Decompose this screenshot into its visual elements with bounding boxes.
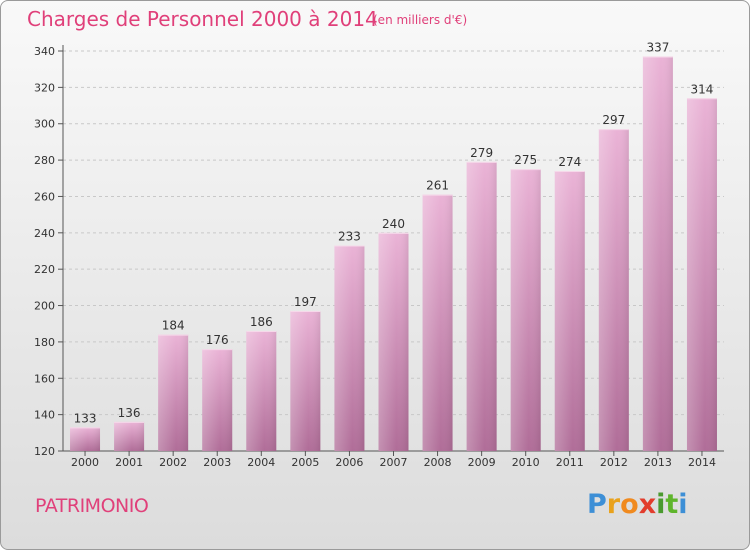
- data-label: 136: [118, 406, 141, 420]
- bar-shade: [598, 129, 629, 451]
- chart-subtitle: (en milliers d'€): [373, 13, 468, 27]
- proxiti-logo: Proxiti: [587, 489, 688, 520]
- y-tick-label: 120: [34, 445, 55, 458]
- data-label: 261: [426, 179, 449, 193]
- x-tick-label: 2001: [115, 456, 143, 469]
- y-tick-label: 260: [34, 190, 55, 203]
- data-label: 240: [382, 217, 405, 231]
- bar-shade: [334, 245, 365, 451]
- y-tick-label: 280: [34, 154, 55, 167]
- bar-shade: [290, 311, 321, 451]
- bar-shade: [378, 232, 409, 451]
- logo-letter: P: [587, 489, 607, 520]
- data-label-layer: 133 136 184 176 186 197 233 240 261 279 275 274 297 3…: [74, 40, 714, 425]
- logo-letter: r: [606, 489, 621, 520]
- x-tick-label: 2008: [424, 456, 452, 469]
- x-tick-label: 2013: [644, 456, 672, 469]
- y-tick-label: 340: [34, 45, 55, 58]
- y-tick-label: 180: [34, 336, 55, 349]
- data-label: 176: [206, 333, 229, 347]
- chart-title: Charges de Personnel 2000 à 2014: [27, 7, 378, 31]
- bar-shade: [422, 194, 453, 452]
- commune-name: PATRIMONIO: [35, 495, 149, 517]
- x-tick-label: 2007: [380, 456, 408, 469]
- y-tick-label: 220: [34, 263, 55, 276]
- y-tick-label: 200: [34, 300, 55, 313]
- x-tick-label: 2002: [159, 456, 187, 469]
- bar-shade: [202, 349, 233, 451]
- bar-shade: [554, 171, 585, 451]
- y-tick-label: 240: [34, 227, 55, 240]
- data-label: 314: [691, 82, 714, 96]
- logo-letter: i: [678, 489, 688, 520]
- data-label: 279: [470, 146, 493, 160]
- bar-shade: [466, 161, 497, 451]
- bar-shade: [114, 421, 145, 451]
- bar-shade: [70, 427, 101, 451]
- y-tick-label: 140: [34, 409, 55, 422]
- x-tick-label: 2014: [688, 456, 716, 469]
- x-tick-label: 2003: [203, 456, 231, 469]
- bar-shade: [510, 169, 541, 451]
- bar-shade: [686, 98, 717, 451]
- x-tick-label: 2011: [556, 456, 584, 469]
- y-tick-label: 320: [34, 81, 55, 94]
- bar-shade: [642, 56, 673, 452]
- logo-letter: x: [638, 489, 657, 520]
- bar-shade: [246, 331, 277, 451]
- axis-layer: 120 140 160 180 200 220 240 260 280 300 320 340 2000…: [34, 45, 724, 469]
- x-tick-label: 2010: [512, 456, 540, 469]
- logo-letter: o: [620, 489, 639, 520]
- data-label: 133: [74, 411, 97, 425]
- x-tick-label: 2000: [71, 456, 99, 469]
- data-label: 274: [558, 155, 581, 169]
- y-tick-label: 160: [34, 372, 55, 385]
- data-label: 233: [338, 230, 361, 244]
- logo-letter: i: [656, 489, 666, 520]
- x-tick-label: 2004: [247, 456, 275, 469]
- bar-layer: [70, 56, 717, 452]
- bar-shade: [158, 334, 189, 451]
- x-tick-label: 2005: [291, 456, 319, 469]
- data-label: 337: [646, 40, 669, 54]
- y-tick-label: 300: [34, 118, 55, 131]
- x-tick-label: 2009: [468, 456, 496, 469]
- x-tick-label: 2012: [600, 456, 628, 469]
- logo-letter: t: [665, 489, 679, 520]
- data-label: 186: [250, 315, 273, 329]
- data-label: 184: [162, 319, 185, 333]
- data-label: 197: [294, 295, 317, 309]
- x-tick-label: 2006: [335, 456, 363, 469]
- data-label: 297: [602, 113, 625, 127]
- data-label: 275: [514, 153, 537, 167]
